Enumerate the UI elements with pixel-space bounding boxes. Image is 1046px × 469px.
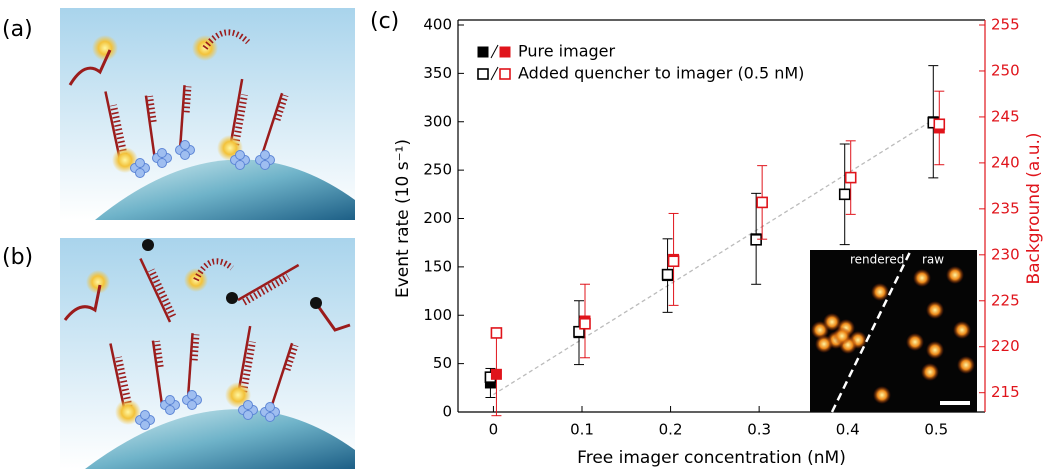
y2-tick-label: 220 xyxy=(991,337,1020,355)
y-axis-title: Event rate (10 s⁻¹) xyxy=(393,139,413,298)
marker xyxy=(756,196,768,209)
inset-spot xyxy=(906,333,924,351)
marker xyxy=(844,171,857,184)
marker xyxy=(579,317,591,330)
marker xyxy=(667,255,680,268)
inset-spot xyxy=(871,283,889,301)
y2-tick-label: 230 xyxy=(991,245,1020,263)
inset-spot xyxy=(921,363,939,381)
y-tick-label: 100 xyxy=(423,306,452,324)
plot: 0 50 100 150 200 250 300 350 400 215 220 225 230 235 2… xyxy=(393,16,1044,469)
y2-tick-label: 255 xyxy=(991,16,1020,34)
y-tick-label: 350 xyxy=(423,64,452,82)
y-tick-label: 200 xyxy=(423,209,452,227)
y2-tick-label: 250 xyxy=(991,61,1020,79)
legend-marker xyxy=(499,68,511,80)
y2-axis-title: Background (a.u.) xyxy=(1024,132,1044,284)
inset-divider xyxy=(830,251,912,413)
x-tick-label: 0.3 xyxy=(747,421,771,439)
legend-marker xyxy=(477,46,489,58)
marker xyxy=(838,188,851,201)
x-tick-label: 0.2 xyxy=(659,421,683,439)
marker xyxy=(490,368,502,380)
inset-spot xyxy=(946,266,964,284)
inset-spot xyxy=(953,321,971,339)
fit-line xyxy=(493,117,937,396)
inset-spot xyxy=(957,356,975,374)
y-tick-label: 0 xyxy=(442,403,452,421)
inset-spot xyxy=(926,301,944,319)
inset-spot xyxy=(823,313,841,331)
x-tick-label: 0 xyxy=(489,421,499,439)
marker xyxy=(490,327,503,339)
y2-tick-label: 240 xyxy=(991,153,1020,171)
legend-label: Added quencher to imager (0.5 nM) xyxy=(518,64,804,83)
schematic-b xyxy=(60,238,355,469)
legend-slash xyxy=(490,66,499,81)
y2-tick-label: 225 xyxy=(991,291,1020,309)
marker xyxy=(750,233,762,246)
y-tick-label: 50 xyxy=(433,354,452,372)
inset-label: rendered xyxy=(850,253,904,267)
y-tick-label: 400 xyxy=(423,16,452,34)
y2-tick-label: 215 xyxy=(991,383,1020,401)
y2-tick-label: 235 xyxy=(991,199,1020,217)
y-tick-label: 300 xyxy=(423,112,452,130)
inset-image: rendered raw xyxy=(810,250,977,413)
marker xyxy=(661,268,674,281)
legend-label: Pure imager xyxy=(518,42,616,61)
marker xyxy=(933,118,946,131)
x-axis-title: Free imager concentration (nM) xyxy=(577,448,846,468)
inset-spot xyxy=(833,327,851,345)
inset-spot xyxy=(873,386,891,404)
x-tick-label: 0.1 xyxy=(570,421,594,439)
inset-label: raw xyxy=(922,253,944,267)
panel-label: (c) xyxy=(370,9,399,34)
x-tick-label: 0.5 xyxy=(924,421,948,439)
legend-marker xyxy=(477,68,489,80)
inset-spot xyxy=(913,269,931,287)
schematic-a xyxy=(60,8,355,220)
legend-marker xyxy=(499,46,511,58)
y-tick-label: 250 xyxy=(423,161,452,179)
y-tick-label: 150 xyxy=(423,257,452,275)
inset-spot xyxy=(926,341,944,359)
panel-label: (a) xyxy=(2,17,33,42)
legend-slash xyxy=(490,44,499,59)
y2-tick-label: 245 xyxy=(991,107,1020,125)
marker xyxy=(573,325,585,338)
inset-spot xyxy=(815,335,833,353)
panel-label: (b) xyxy=(2,245,33,270)
x-tick-label: 0.4 xyxy=(836,421,860,439)
